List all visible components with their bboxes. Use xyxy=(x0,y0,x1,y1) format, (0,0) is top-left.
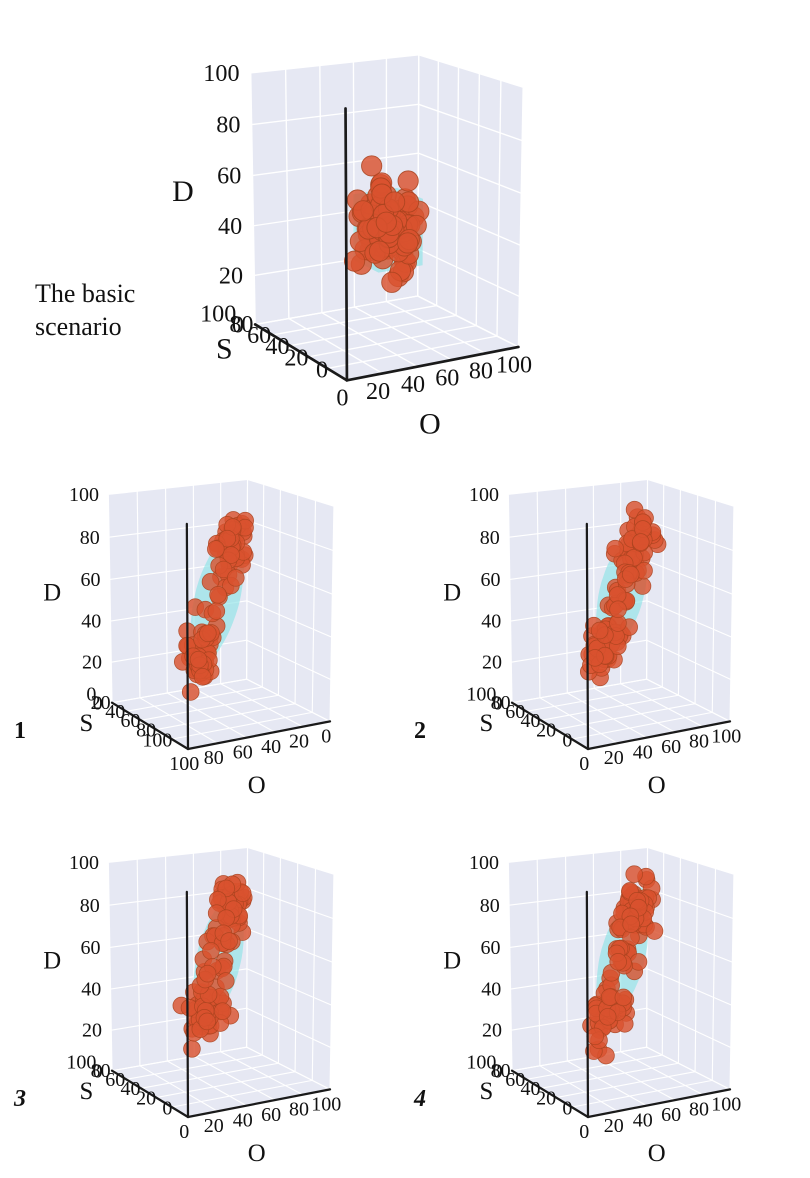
svg-text:100: 100 xyxy=(66,1051,96,1073)
svg-text:20: 20 xyxy=(482,652,502,674)
svg-text:40: 40 xyxy=(633,742,653,764)
svg-text:100: 100 xyxy=(69,852,99,874)
svg-text:D: D xyxy=(443,947,461,974)
svg-text:40: 40 xyxy=(233,1110,253,1132)
svg-text:80: 80 xyxy=(480,895,500,917)
svg-text:80: 80 xyxy=(480,527,500,549)
svg-text:60: 60 xyxy=(481,937,501,959)
svg-text:100: 100 xyxy=(311,1093,341,1115)
svg-text:100: 100 xyxy=(69,484,99,506)
svg-text:O: O xyxy=(648,1140,666,1167)
svg-text:S: S xyxy=(80,1078,94,1105)
svg-text:100: 100 xyxy=(469,852,499,874)
svg-text:0: 0 xyxy=(321,725,331,747)
svg-text:80: 80 xyxy=(204,747,224,769)
svg-text:100: 100 xyxy=(169,753,199,775)
svg-text:100: 100 xyxy=(496,351,532,378)
svg-text:20: 20 xyxy=(204,1115,224,1137)
svg-text:80: 80 xyxy=(469,358,493,385)
svg-text:80: 80 xyxy=(689,731,709,753)
svg-text:D: D xyxy=(172,175,194,208)
svg-text:80: 80 xyxy=(689,1099,709,1121)
svg-text:60: 60 xyxy=(481,569,501,591)
svg-text:O: O xyxy=(248,1140,266,1167)
svg-text:S: S xyxy=(480,710,494,737)
svg-text:40: 40 xyxy=(81,611,101,633)
svg-text:100: 100 xyxy=(711,1093,741,1115)
svg-text:60: 60 xyxy=(233,742,253,764)
svg-text:40: 40 xyxy=(261,736,281,758)
svg-text:100: 100 xyxy=(469,484,499,506)
svg-text:0: 0 xyxy=(579,1121,589,1143)
svg-text:S: S xyxy=(80,710,94,737)
svg-text:100: 100 xyxy=(466,683,496,705)
svg-text:0: 0 xyxy=(316,356,328,383)
svg-text:60: 60 xyxy=(81,937,101,959)
svg-text:D: D xyxy=(43,947,61,974)
svg-text:100: 100 xyxy=(203,60,239,87)
svg-text:20: 20 xyxy=(82,1020,102,1042)
svg-text:80: 80 xyxy=(80,895,100,917)
svg-text:60: 60 xyxy=(661,1104,681,1126)
svg-text:20: 20 xyxy=(82,652,102,674)
svg-text:20: 20 xyxy=(289,731,309,753)
svg-text:0: 0 xyxy=(162,1098,172,1120)
svg-text:40: 40 xyxy=(633,1110,653,1132)
svg-text:40: 40 xyxy=(481,611,501,633)
svg-text:20: 20 xyxy=(604,747,624,769)
svg-text:40: 40 xyxy=(218,213,242,240)
svg-text:0: 0 xyxy=(179,1121,189,1143)
svg-text:40: 40 xyxy=(481,979,501,1001)
svg-text:60: 60 xyxy=(217,162,241,189)
svg-text:0: 0 xyxy=(562,730,572,752)
svg-text:80: 80 xyxy=(216,112,240,139)
svg-text:20: 20 xyxy=(604,1115,624,1137)
svg-text:D: D xyxy=(443,579,461,606)
svg-text:0: 0 xyxy=(86,683,96,705)
svg-text:0: 0 xyxy=(562,1098,572,1120)
svg-text:40: 40 xyxy=(81,979,101,1001)
svg-text:80: 80 xyxy=(289,1099,309,1121)
svg-text:0: 0 xyxy=(579,753,589,775)
svg-text:S: S xyxy=(480,1078,494,1105)
svg-text:20: 20 xyxy=(366,378,390,405)
svg-text:60: 60 xyxy=(435,364,459,391)
svg-text:100: 100 xyxy=(466,1051,496,1073)
svg-text:80: 80 xyxy=(80,527,100,549)
svg-text:60: 60 xyxy=(261,1104,281,1126)
svg-text:60: 60 xyxy=(81,569,101,591)
svg-text:60: 60 xyxy=(661,736,681,758)
svg-text:20: 20 xyxy=(482,1020,502,1042)
svg-text:100: 100 xyxy=(711,725,741,747)
svg-text:0: 0 xyxy=(336,385,348,412)
svg-text:40: 40 xyxy=(401,371,425,398)
svg-text:D: D xyxy=(43,579,61,606)
